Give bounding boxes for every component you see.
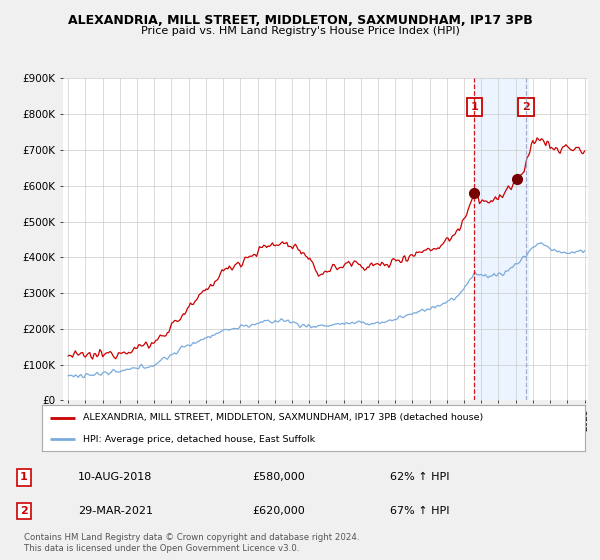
Text: 10-AUG-2018: 10-AUG-2018 — [78, 473, 152, 482]
Text: ALEXANDRIA, MILL STREET, MIDDLETON, SAXMUNDHAM, IP17 3PB (detached house): ALEXANDRIA, MILL STREET, MIDDLETON, SAXM… — [83, 413, 483, 422]
Text: 1: 1 — [470, 102, 478, 112]
Text: £580,000: £580,000 — [252, 473, 305, 482]
Text: £620,000: £620,000 — [252, 506, 305, 516]
Text: 2: 2 — [20, 506, 28, 516]
Text: 29-MAR-2021: 29-MAR-2021 — [78, 506, 153, 516]
Text: 2: 2 — [522, 102, 530, 112]
Text: Price paid vs. HM Land Registry's House Price Index (HPI): Price paid vs. HM Land Registry's House … — [140, 26, 460, 36]
Text: HPI: Average price, detached house, East Suffolk: HPI: Average price, detached house, East… — [83, 435, 315, 444]
Text: ALEXANDRIA, MILL STREET, MIDDLETON, SAXMUNDHAM, IP17 3PB: ALEXANDRIA, MILL STREET, MIDDLETON, SAXM… — [68, 14, 532, 27]
Text: 1: 1 — [20, 473, 28, 482]
Bar — [475, 78, 528, 400]
Text: 62% ↑ HPI: 62% ↑ HPI — [390, 473, 449, 482]
Text: Contains HM Land Registry data © Crown copyright and database right 2024.
This d: Contains HM Land Registry data © Crown c… — [24, 533, 359, 553]
Text: 67% ↑ HPI: 67% ↑ HPI — [390, 506, 449, 516]
